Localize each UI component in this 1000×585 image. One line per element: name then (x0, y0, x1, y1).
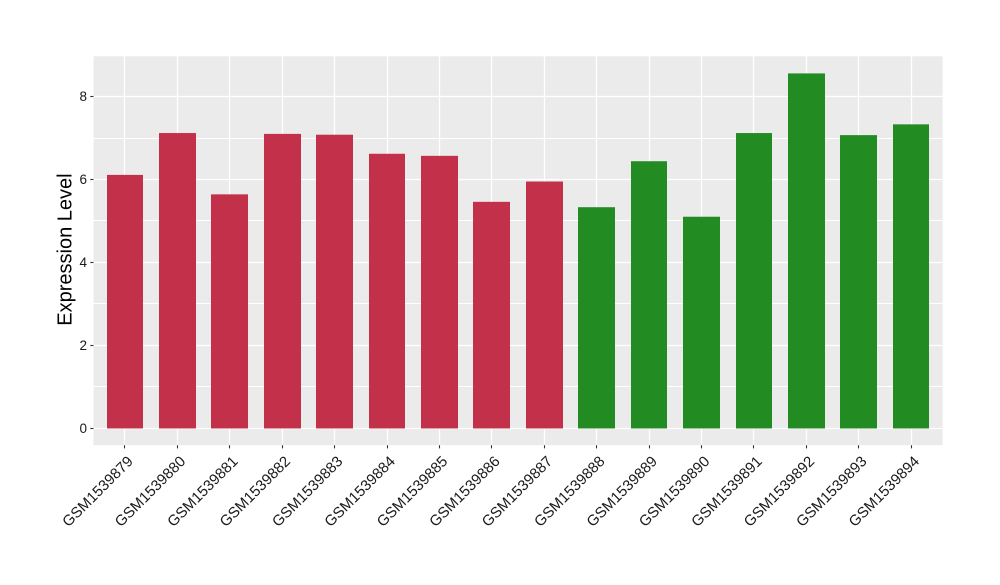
svg-text:8: 8 (79, 89, 87, 104)
svg-text:2: 2 (79, 338, 87, 353)
svg-text:6: 6 (79, 172, 87, 187)
svg-text:4: 4 (79, 255, 87, 270)
svg-text:0: 0 (79, 421, 87, 436)
svg-text:Expression Level: Expression Level (54, 173, 76, 325)
